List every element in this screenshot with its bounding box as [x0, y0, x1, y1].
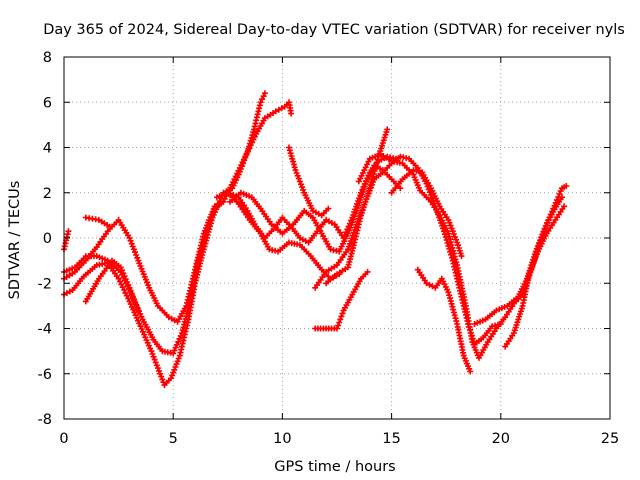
y-tick-label: -2 [38, 276, 52, 292]
series-markers [61, 228, 72, 253]
series-markers [227, 162, 404, 255]
y-tick-label: 0 [43, 231, 52, 247]
grid-lines [64, 57, 610, 419]
series-arc-10 [286, 144, 332, 219]
x-tick-label: 0 [59, 431, 68, 447]
series-arc-2 [61, 228, 72, 253]
series-line [62, 92, 267, 387]
series-markers [312, 268, 371, 332]
series-markers [286, 144, 332, 219]
y-tick-label: 6 [43, 95, 52, 111]
series-markers [388, 167, 465, 260]
y-tick-label: -8 [38, 412, 52, 428]
series-markers [502, 203, 568, 350]
y-tick-label: 4 [43, 141, 52, 157]
series-markers [61, 99, 295, 357]
x-tick-label: 15 [382, 431, 400, 447]
series-markers [82, 214, 113, 230]
series-markers [61, 90, 268, 389]
y-tick-label: -4 [38, 322, 52, 338]
series-arc-3 [61, 99, 295, 357]
series-arc-13 [312, 268, 371, 332]
y-tick-label: 8 [43, 50, 52, 66]
axis-ticks: 0 5 10 15 20 25 -8 -6 -4 -2 0 2 4 6 8 [38, 50, 620, 447]
y-tick-label: -6 [38, 367, 52, 383]
series-arc-5 [82, 257, 142, 314]
series-arc-1 [61, 90, 268, 389]
data-series [61, 90, 570, 389]
x-tick-label: 10 [273, 431, 291, 447]
series-arc-16 [414, 266, 474, 375]
x-tick-label: 25 [601, 431, 619, 447]
chart-title: Day 365 of 2024, Sidereal Day-to-day VTE… [43, 22, 625, 38]
x-tick-label: 20 [492, 431, 510, 447]
series-arc-12 [323, 126, 391, 287]
series-arc-4 [61, 198, 227, 325]
y-axis-label: SDTVAR / TECUs [7, 181, 23, 300]
x-tick-label: 5 [169, 431, 178, 447]
x-axis-label: GPS time / hours [274, 459, 395, 475]
y-tick-label: 2 [43, 186, 52, 202]
series-markers [323, 126, 391, 287]
series-arc-15 [388, 167, 465, 260]
series-arc-18 [502, 203, 568, 350]
series-arc-6 [82, 214, 113, 230]
series-markers [82, 257, 142, 314]
series-markers [414, 266, 474, 375]
